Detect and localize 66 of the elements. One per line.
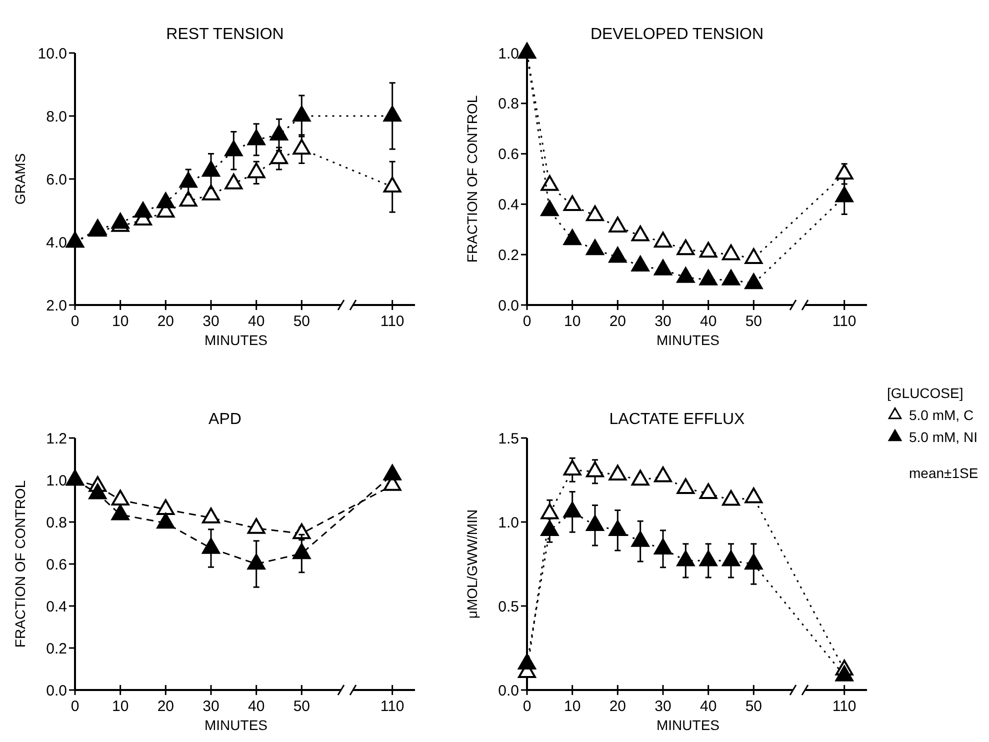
x-tick-label: 40 bbox=[700, 313, 717, 330]
y-tick-label: 0.5 bbox=[498, 598, 519, 616]
x-tick-label: 0 bbox=[522, 698, 532, 715]
x-tick-label: 10 bbox=[564, 313, 581, 330]
x-tick-label: 30 bbox=[654, 698, 672, 715]
chart-title: LACTATE EFFLUX bbox=[609, 411, 746, 428]
y-tick-label: 0.0 bbox=[46, 682, 67, 700]
y-tick-label: 0.2 bbox=[498, 246, 519, 264]
x-tick-label: 20 bbox=[609, 698, 626, 715]
legend-label: 5.0 mM, C bbox=[909, 407, 974, 423]
y-tick-label: 0.0 bbox=[498, 682, 519, 700]
x-tick-label: 10 bbox=[112, 313, 129, 330]
x-axis-title: MINUTES bbox=[656, 717, 720, 733]
y-tick-label: 1.2 bbox=[46, 430, 67, 448]
x-tick-label: 110 bbox=[832, 698, 856, 715]
y-tick-label: 1.0 bbox=[498, 514, 519, 532]
x-tick-label: 110 bbox=[380, 313, 404, 330]
y-tick-label: 0.4 bbox=[46, 598, 67, 616]
chart-title: APD bbox=[208, 411, 242, 428]
x-tick-label: 50 bbox=[293, 698, 310, 715]
x-tick-label: 50 bbox=[745, 313, 762, 330]
x-tick-label: 20 bbox=[157, 698, 174, 715]
y-tick-label: 0.8 bbox=[498, 96, 519, 113]
y-tick-label: 1.5 bbox=[498, 430, 519, 448]
y-tick-label: 10.0 bbox=[38, 45, 67, 62]
x-tick-label: 30 bbox=[202, 698, 220, 715]
y-tick-label: 0.6 bbox=[46, 556, 67, 574]
y-tick-label: 1.0 bbox=[498, 45, 519, 62]
y-axis-title: μMOL/GWW/MIN bbox=[464, 509, 480, 619]
y-axis-title: FRACTION OF CONTROL bbox=[464, 95, 480, 263]
x-tick-label: 30 bbox=[202, 313, 220, 330]
x-tick-label: 40 bbox=[700, 698, 717, 715]
chart-title: REST TENSION bbox=[166, 26, 284, 43]
x-tick-label: 20 bbox=[609, 313, 626, 330]
chart-title: DEVELOPED TENSION bbox=[590, 26, 764, 43]
x-tick-label: 0 bbox=[70, 698, 80, 715]
y-tick-label: 0.0 bbox=[498, 297, 519, 314]
x-tick-label: 0 bbox=[522, 313, 532, 330]
y-tick-label: 0.6 bbox=[498, 146, 519, 164]
x-tick-label: 110 bbox=[832, 313, 856, 330]
y-axis-title: FRACTION OF CONTROL bbox=[12, 480, 28, 648]
x-tick-label: 110 bbox=[380, 698, 404, 715]
x-tick-label: 40 bbox=[248, 698, 265, 715]
x-axis-title: MINUTES bbox=[204, 332, 268, 348]
x-tick-label: 10 bbox=[564, 698, 581, 715]
x-tick-label: 50 bbox=[293, 313, 310, 330]
x-tick-label: 10 bbox=[112, 698, 129, 715]
x-tick-label: 20 bbox=[157, 313, 174, 330]
legend-title: [GLUCOSE] bbox=[887, 385, 964, 401]
y-axis-title: GRAMS bbox=[12, 153, 28, 205]
y-tick-label: 8.0 bbox=[46, 108, 67, 126]
y-tick-label: 0.2 bbox=[46, 640, 67, 658]
y-tick-label: 6.0 bbox=[46, 171, 67, 188]
x-tick-label: 40 bbox=[248, 313, 265, 330]
y-tick-label: 1.0 bbox=[46, 472, 67, 490]
x-tick-label: 0 bbox=[70, 313, 80, 330]
x-tick-label: 50 bbox=[745, 698, 762, 715]
text: mean±1SE bbox=[909, 465, 978, 481]
y-tick-label: 2.0 bbox=[46, 297, 67, 314]
x-axis-title: MINUTES bbox=[656, 332, 720, 348]
y-tick-label: 0.4 bbox=[498, 196, 519, 214]
y-tick-label: 0.8 bbox=[46, 514, 67, 532]
x-axis-title: MINUTES bbox=[204, 717, 268, 733]
legend-label: 5.0 mM, NI bbox=[909, 429, 978, 445]
y-tick-label: 4.0 bbox=[46, 234, 67, 252]
x-tick-label: 30 bbox=[654, 313, 672, 330]
